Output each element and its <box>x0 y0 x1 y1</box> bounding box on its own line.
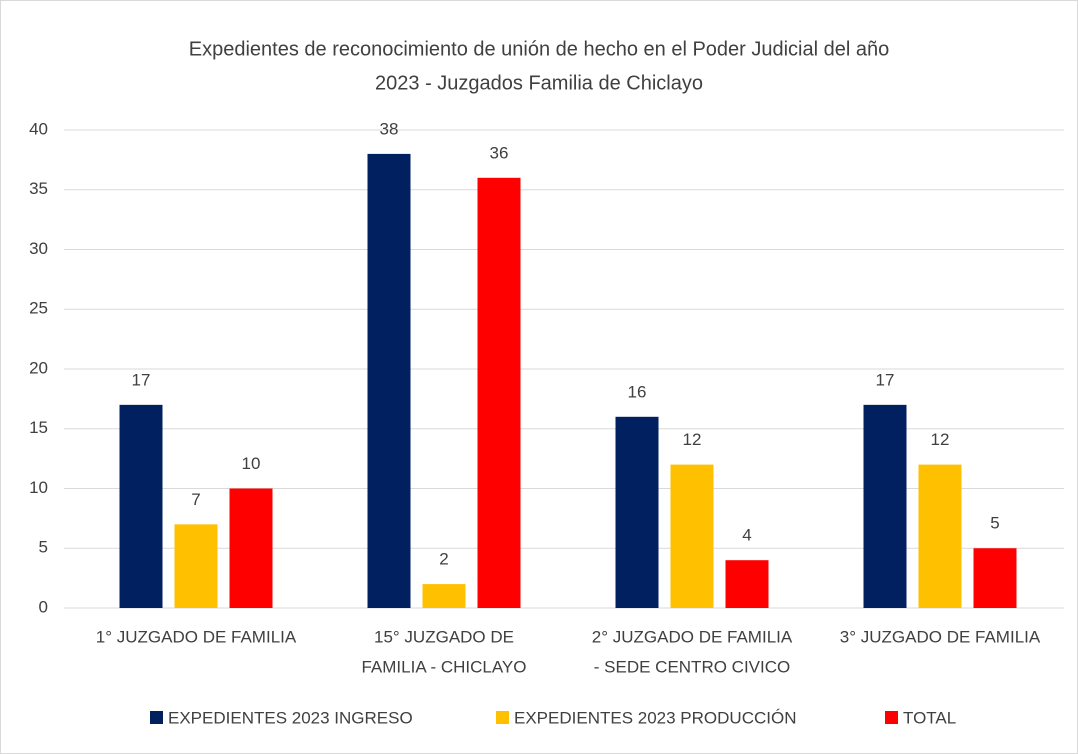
bar <box>174 524 218 608</box>
data-label: 7 <box>191 490 200 509</box>
bar <box>725 560 769 608</box>
bar <box>918 464 962 608</box>
y-tick-label: 10 <box>29 478 48 497</box>
y-tick-label: 20 <box>29 358 48 377</box>
chart-title: Expedientes de reconocimiento de unión d… <box>189 38 890 60</box>
bar <box>477 177 521 609</box>
y-tick-label: 25 <box>29 299 48 318</box>
data-label: 5 <box>990 514 999 533</box>
bar <box>422 584 466 608</box>
bar <box>119 404 163 608</box>
data-label: 10 <box>242 454 261 473</box>
legend-label: EXPEDIENTES 2023 INGRESO <box>168 708 413 727</box>
legend-swatch <box>885 711 898 724</box>
chart-title: 2023 - Juzgados Familia de Chiclayo <box>375 72 703 94</box>
y-tick-label: 40 <box>29 119 48 138</box>
x-tick-label: 15° JUZGADO DE <box>374 627 514 646</box>
legend-label: EXPEDIENTES 2023 PRODUCCIÓN <box>514 708 796 727</box>
bar <box>615 416 659 608</box>
data-label: 36 <box>490 143 509 162</box>
y-tick-label: 5 <box>39 538 48 557</box>
data-label: 4 <box>742 526 751 545</box>
x-tick-label: 3° JUZGADO DE FAMILIA <box>840 627 1041 646</box>
y-tick-label: 35 <box>29 179 48 198</box>
x-tick-label: 2° JUZGADO DE FAMILIA <box>592 627 793 646</box>
x-tick-label: FAMILIA - CHICLAYO <box>361 657 526 676</box>
data-label: 16 <box>628 382 647 401</box>
data-label: 17 <box>132 370 151 389</box>
data-label: 12 <box>683 430 702 449</box>
data-label: 17 <box>876 370 895 389</box>
data-label: 2 <box>439 550 448 569</box>
legend-swatch <box>150 711 163 724</box>
bar <box>229 488 273 608</box>
data-label: 12 <box>931 430 950 449</box>
bar <box>670 464 714 608</box>
bar <box>973 548 1017 608</box>
data-label: 38 <box>380 119 399 138</box>
y-tick-label: 15 <box>29 418 48 437</box>
x-tick-label: - SEDE CENTRO CIVICO <box>594 657 790 676</box>
x-tick-label: 1° JUZGADO DE FAMILIA <box>96 627 297 646</box>
legend-label: TOTAL <box>903 708 956 727</box>
y-tick-label: 30 <box>29 239 48 258</box>
bar <box>863 404 907 608</box>
bar <box>367 153 411 608</box>
legend-swatch <box>496 711 509 724</box>
y-tick-label: 0 <box>39 597 48 616</box>
